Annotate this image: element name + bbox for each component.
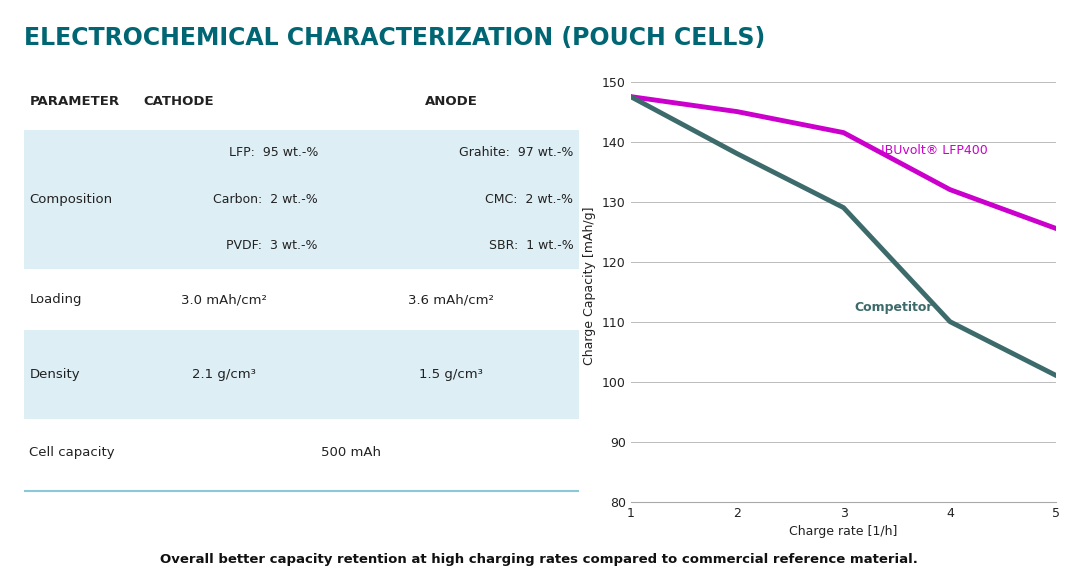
- Text: CMC:  2 wt.-%: CMC: 2 wt.-%: [485, 193, 573, 206]
- Text: IBUvolt® LFP400: IBUvolt® LFP400: [881, 144, 987, 157]
- Text: Cell capacity: Cell capacity: [29, 446, 115, 459]
- Bar: [24, 419, 579, 487]
- Text: ANODE: ANODE: [425, 95, 478, 108]
- Text: Composition: Composition: [29, 193, 112, 206]
- Text: Grahite:  97 wt.-%: Grahite: 97 wt.-%: [459, 146, 573, 160]
- Text: ELECTROCHEMICAL CHARACTERIZATION (POUCH CELLS): ELECTROCHEMICAL CHARACTERIZATION (POUCH …: [24, 26, 765, 50]
- Bar: [24, 72, 579, 130]
- Text: Carbon:  2 wt.-%: Carbon: 2 wt.-%: [213, 193, 318, 206]
- X-axis label: Charge rate [1/h]: Charge rate [1/h]: [789, 525, 898, 538]
- Text: 500 mAh: 500 mAh: [321, 446, 382, 459]
- Text: Density: Density: [29, 368, 80, 381]
- Text: 3.6 mAh/cm²: 3.6 mAh/cm²: [409, 293, 494, 306]
- Text: Overall better capacity retention at high charging rates compared to commercial : Overall better capacity retention at hig…: [160, 553, 918, 566]
- Bar: [24, 130, 579, 269]
- Text: PVDF:  3 wt.-%: PVDF: 3 wt.-%: [226, 239, 318, 252]
- Text: 3.0 mAh/cm²: 3.0 mAh/cm²: [181, 293, 266, 306]
- Text: CATHODE: CATHODE: [143, 95, 215, 108]
- Bar: [24, 331, 579, 419]
- Text: LFP:  95 wt.-%: LFP: 95 wt.-%: [229, 146, 318, 160]
- Bar: [24, 269, 579, 331]
- Y-axis label: Charge Capacity [mAh/g]: Charge Capacity [mAh/g]: [583, 206, 596, 365]
- Text: Competitor: Competitor: [854, 300, 932, 314]
- Text: SBR:  1 wt.-%: SBR: 1 wt.-%: [488, 239, 573, 252]
- Text: 2.1 g/cm³: 2.1 g/cm³: [192, 368, 255, 381]
- Text: PARAMETER: PARAMETER: [29, 95, 120, 108]
- Text: Loading: Loading: [29, 293, 82, 306]
- Text: 1.5 g/cm³: 1.5 g/cm³: [419, 368, 483, 381]
